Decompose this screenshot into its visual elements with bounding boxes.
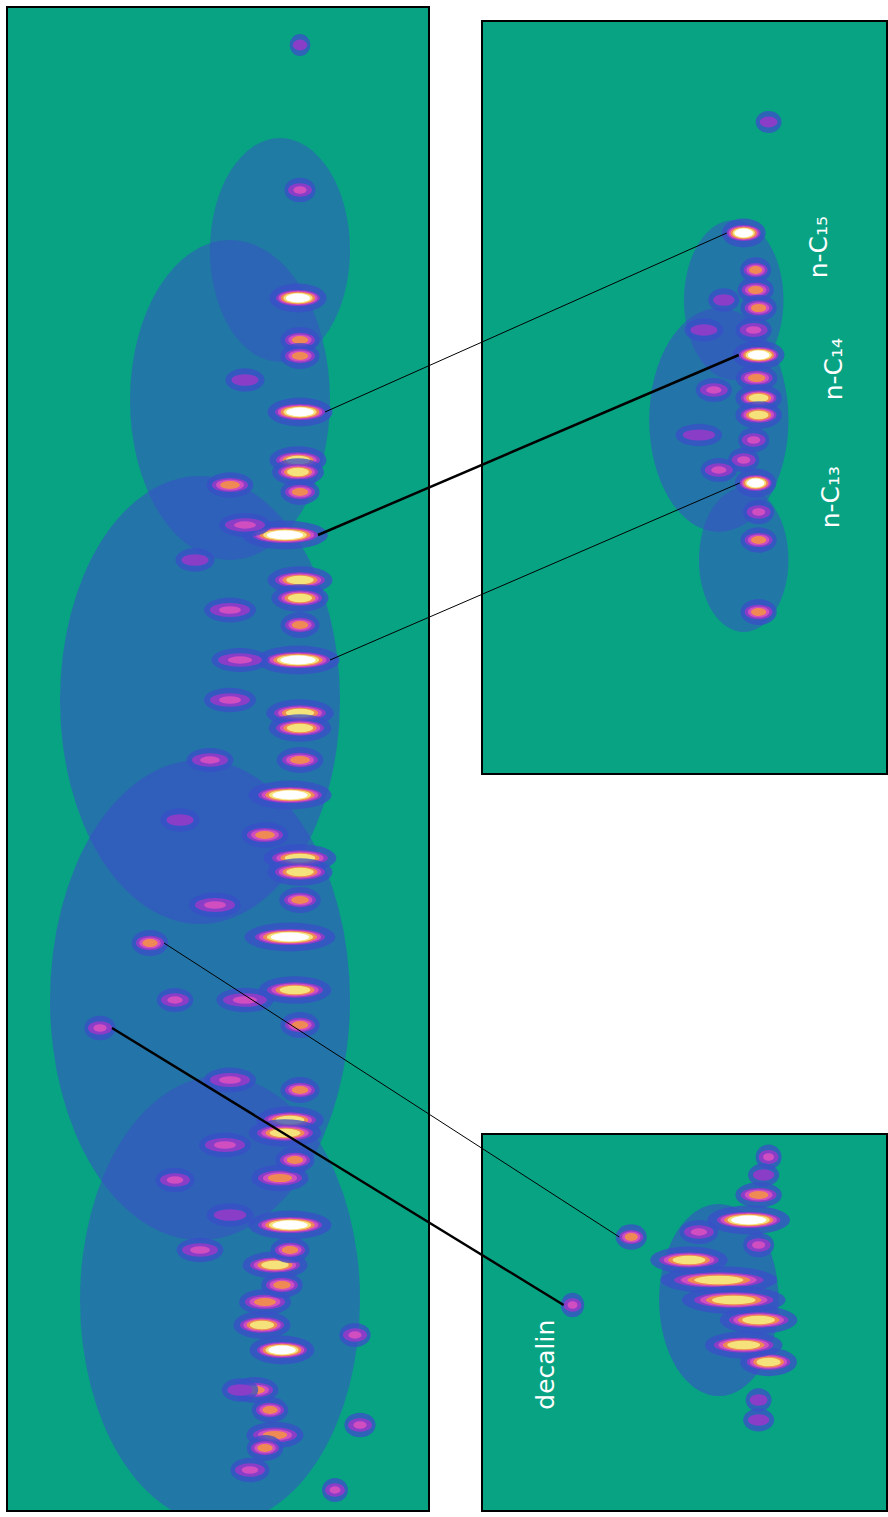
- svg-text:decalin: decalin: [531, 1320, 560, 1410]
- svg-text:n-C₁₃: n-C₁₃: [816, 466, 845, 528]
- svg-text:n-C₁₄: n-C₁₄: [819, 338, 848, 400]
- svg-text:n-C₁₅: n-C₁₅: [804, 216, 833, 278]
